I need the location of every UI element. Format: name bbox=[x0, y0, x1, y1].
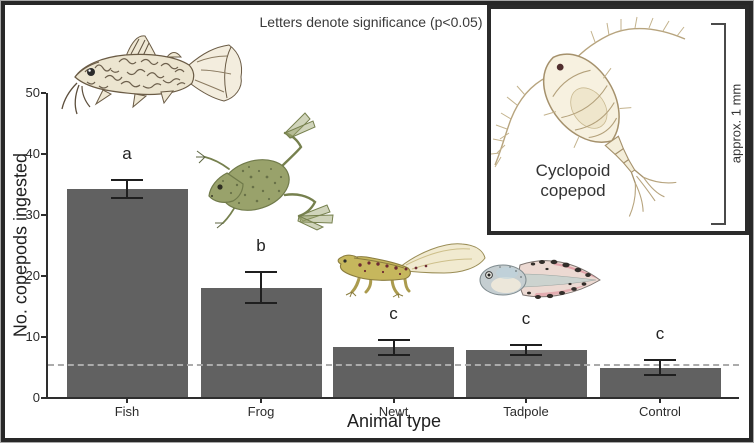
x-tick-label: Tadpole bbox=[503, 404, 549, 419]
error-bar-cap bbox=[245, 302, 277, 305]
bar-newt bbox=[333, 347, 454, 398]
significance-letter-control: c bbox=[655, 323, 665, 343]
significance-letter-frog: b bbox=[256, 235, 266, 255]
error-bar-cap bbox=[111, 178, 143, 181]
significance-note: Letters denote significance (p<0.05) bbox=[259, 14, 483, 30]
x-axis-title: Animal type bbox=[346, 411, 442, 431]
x-tick-mark bbox=[392, 399, 395, 403]
x-tick-mark bbox=[260, 399, 262, 403]
inset-panel: Cyclopoid copepod approx. 1 mm bbox=[487, 5, 749, 235]
bar-fish bbox=[66, 188, 188, 398]
scale-label: approx. 1 mm bbox=[728, 83, 744, 164]
reference-dashed-line bbox=[48, 364, 739, 367]
error-bar-tadpole bbox=[525, 344, 527, 355]
newt-illustration bbox=[337, 243, 486, 299]
x-tick-label: Newt bbox=[378, 404, 409, 419]
error-bar-cap bbox=[377, 353, 410, 356]
scale-bracket bbox=[711, 23, 726, 225]
error-bar-cap bbox=[377, 339, 410, 342]
error-bar-control bbox=[659, 359, 661, 376]
y-tick-label: 30 bbox=[25, 207, 40, 222]
y-tick-label: 10 bbox=[25, 329, 40, 344]
y-axis-line bbox=[46, 93, 48, 398]
x-tick-label: Frog bbox=[247, 404, 275, 419]
error-bar-cap bbox=[510, 343, 542, 346]
y-tick-label: 20 bbox=[25, 268, 40, 283]
error-bar-fish bbox=[126, 179, 128, 198]
error-bar-cap bbox=[644, 358, 676, 361]
error-bar-cap bbox=[510, 353, 542, 356]
error-bar-cap bbox=[245, 270, 277, 273]
error-bar-cap bbox=[644, 374, 676, 377]
significance-letter-newt: c bbox=[389, 304, 398, 324]
error-bar-newt bbox=[392, 340, 395, 355]
bar-frog bbox=[200, 287, 322, 398]
tadpole-illustration bbox=[479, 259, 601, 299]
clawed-frog-illustration bbox=[196, 112, 334, 231]
y-tick-mark bbox=[41, 153, 46, 155]
bar-tadpole bbox=[465, 349, 587, 398]
x-tick-mark bbox=[659, 399, 661, 403]
inset-caption: Cyclopoid copepod bbox=[535, 161, 611, 200]
y-tick-mark bbox=[41, 92, 46, 94]
y-tick-label: 40 bbox=[25, 146, 40, 161]
x-axis-line bbox=[46, 397, 739, 399]
x-tick-mark bbox=[126, 399, 128, 403]
y-tick-mark bbox=[41, 214, 46, 216]
y-axis-title: No. copepods ingested bbox=[10, 152, 31, 338]
x-tick-mark bbox=[525, 399, 527, 403]
y-tick-label: 50 bbox=[25, 85, 40, 100]
y-tick-mark bbox=[41, 336, 46, 338]
x-tick-label: Fish bbox=[114, 404, 140, 419]
y-tick-mark bbox=[41, 397, 46, 399]
error-bar-frog bbox=[260, 271, 262, 304]
copepod-illustration bbox=[491, 16, 686, 217]
catfish-illustration bbox=[61, 35, 243, 115]
error-bar-cap bbox=[111, 196, 143, 199]
significance-letter-fish: a bbox=[122, 143, 132, 163]
y-tick-mark bbox=[41, 275, 46, 277]
y-tick-label: 0 bbox=[32, 390, 40, 405]
significance-letter-tadpole: c bbox=[521, 308, 531, 328]
x-tick-label: Control bbox=[639, 404, 681, 419]
